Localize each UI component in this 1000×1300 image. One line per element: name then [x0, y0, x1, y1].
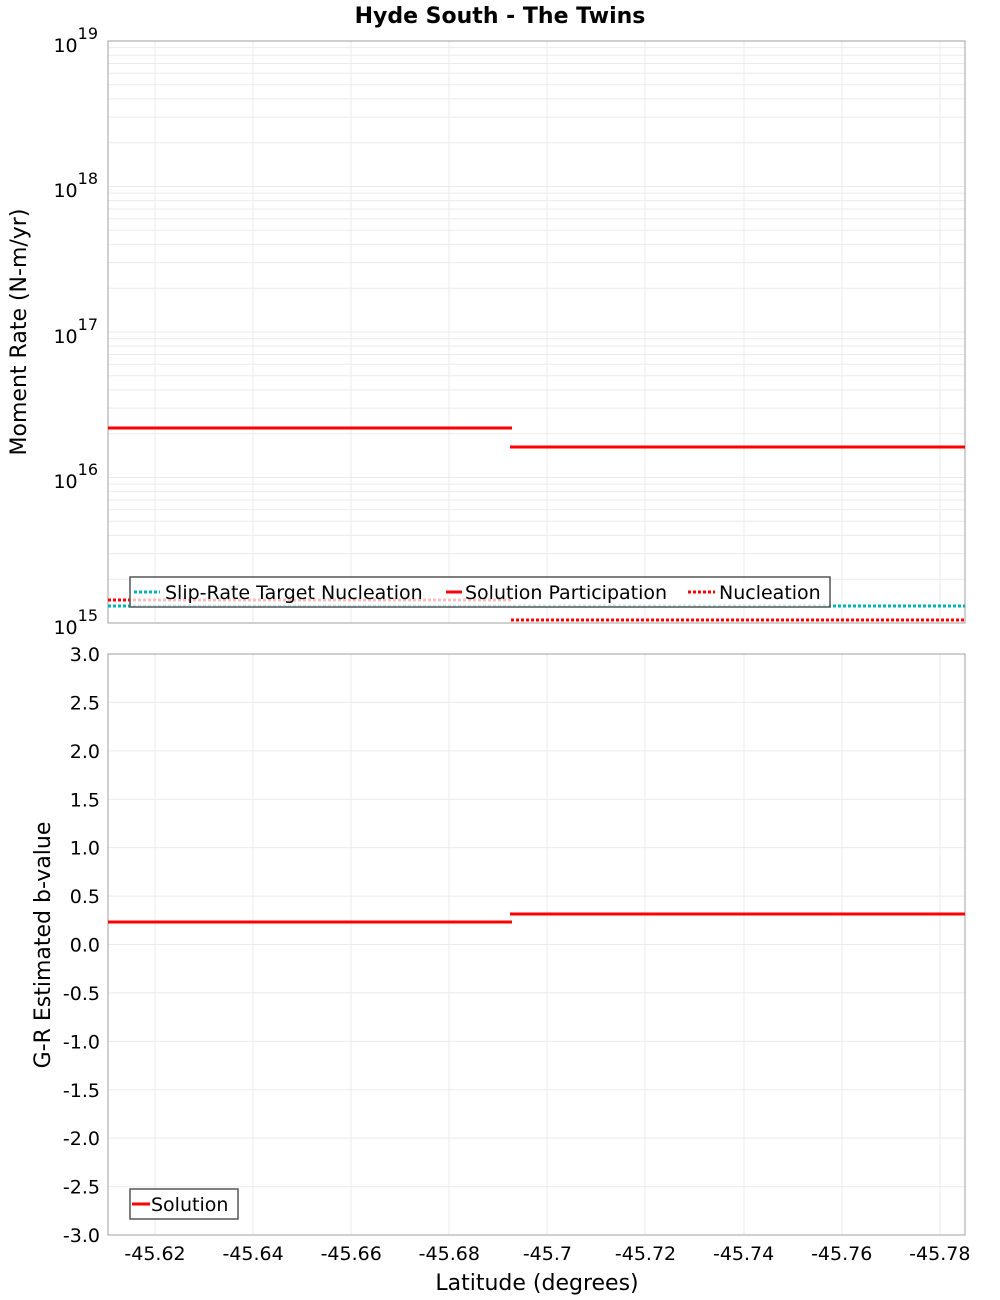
top-y-ticks: 1019 1018 1017 1016 1015 — [53, 24, 98, 639]
x-tick-label: -45.74 — [713, 1243, 774, 1265]
bottom-ytick-label: -3.0 — [63, 1225, 100, 1247]
bottom-plot: 3.0 2.5 2.0 1.5 1.0 0.5 0.0 -0.5 -1.0 -1.5 -2.0 -2.… — [31, 644, 966, 1247]
x-tick-label: -45.7 — [523, 1243, 572, 1265]
bottom-ytick-label: 1.5 — [70, 789, 100, 811]
bottom-legend: Solution — [129, 1188, 239, 1220]
top-plot: 1019 1018 1017 1016 1015 Moment Rate (N-… — [7, 24, 966, 639]
top-y-axis-label: Moment Rate (N-m/yr) — [7, 209, 32, 456]
x-tick-label: -45.68 — [419, 1243, 480, 1265]
x-tick-label: -45.76 — [811, 1243, 872, 1265]
x-tick-label: -45.62 — [124, 1243, 185, 1265]
x-tick-label: -45.64 — [222, 1243, 283, 1265]
legend-target-label: Slip-Rate Target Nucleation — [165, 582, 423, 604]
bottom-ytick-label: -0.5 — [63, 983, 100, 1005]
bottom-ytick-label: 3.0 — [70, 644, 100, 666]
x-tick-label: -45.72 — [615, 1243, 676, 1265]
ytick-1e19: 1019 — [53, 24, 98, 57]
bottom-ytick-label: 2.0 — [70, 741, 100, 763]
bottom-plot-frame — [107, 653, 966, 1236]
x-tick-label: -45.78 — [909, 1243, 970, 1265]
bottom-ytick-label: -1.0 — [63, 1031, 100, 1053]
bottom-ytick-label: 1.0 — [70, 838, 100, 860]
bottom-ytick-label: 2.5 — [70, 692, 100, 714]
bottom-ytick-label: 0.0 — [70, 935, 100, 957]
x-tick-label: -45.66 — [321, 1243, 382, 1265]
legend-solution-b-label: Solution — [151, 1194, 228, 1216]
ytick-1e17: 1017 — [53, 315, 98, 348]
ytick-1e16: 1016 — [53, 460, 98, 493]
bottom-ytick-label: -2.5 — [63, 1177, 100, 1199]
series-solution-b-value — [108, 912, 965, 924]
top-legend: Slip-Rate Target Nucleation Solution Par… — [129, 576, 831, 608]
ytick-1e15: 1015 — [53, 606, 98, 639]
bottom-y-ticks: 3.0 2.5 2.0 1.5 1.0 0.5 0.0 -0.5 -1.0 -1.5 -2.0 -2.… — [63, 644, 100, 1247]
x-axis-label: Latitude (degrees) — [435, 1271, 638, 1296]
series-solution-participation — [108, 426, 965, 449]
bottom-ytick-label: -1.5 — [63, 1080, 100, 1102]
ytick-1e18: 1018 — [53, 169, 98, 202]
x-axis-ticks: -45.62 -45.64 -45.66 -45.68 -45.7 -45.72 -45.7… — [124, 1243, 970, 1265]
bottom-ytick-label: -2.0 — [63, 1128, 100, 1150]
bottom-y-axis-label: G-R Estimated b-value — [31, 822, 56, 1069]
chart-title: Hyde South - The Twins — [355, 4, 646, 29]
bottom-ytick-label: 0.5 — [70, 886, 100, 908]
legend-solution-label: Solution Participation — [465, 582, 667, 604]
legend-nucleation-label: Nucleation — [719, 582, 821, 604]
top-plot-frame — [107, 40, 966, 624]
